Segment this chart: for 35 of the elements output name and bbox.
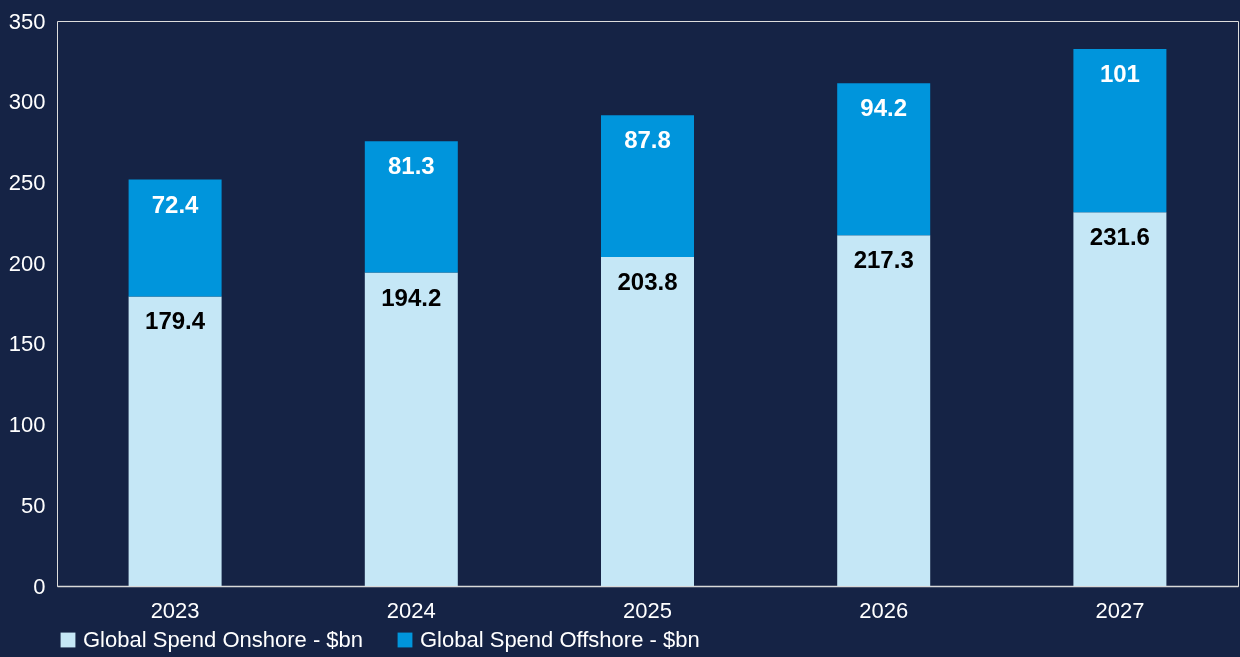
y-tick-label: 200 (8, 250, 46, 276)
bar (601, 257, 694, 586)
y-tick-label: 100 (8, 412, 46, 438)
x-tick-label: 2027 (1095, 597, 1145, 623)
data-label: 101 (1099, 60, 1140, 88)
x-tick-label: 2024 (386, 597, 436, 623)
data-label: 217.3 (853, 246, 914, 274)
y-tick-label: 0 (33, 573, 46, 599)
data-label: 231.6 (1089, 223, 1150, 251)
bar (1073, 49, 1167, 213)
bar (364, 272, 458, 586)
legend-label: Global Spend Onshore - $bn (83, 627, 364, 652)
y-tick-label: 350 (8, 8, 46, 34)
bar (128, 296, 222, 586)
x-tick-label: 2026 (859, 597, 909, 623)
y-tick-label: 250 (8, 169, 46, 195)
bar (364, 141, 458, 273)
bar (837, 235, 931, 586)
data-label: 194.2 (381, 283, 442, 311)
bar (837, 83, 931, 236)
data-label: 87.8 (624, 126, 671, 154)
y-tick-label: 150 (8, 331, 46, 357)
bar (128, 179, 222, 297)
x-tick-label: 2023 (150, 597, 200, 623)
data-label: 179.4 (145, 307, 206, 335)
x-tick-label: 2025 (623, 597, 672, 623)
y-tick-label: 300 (8, 89, 46, 115)
data-label: 72.4 (151, 190, 200, 218)
data-label: 203.8 (617, 268, 678, 296)
bar (601, 115, 694, 258)
y-tick-label: 50 (21, 492, 46, 518)
data-label: 94.2 (860, 94, 908, 122)
bar (1073, 212, 1167, 586)
data-label: 81.3 (387, 152, 435, 180)
legend-label: Global Spend Offshore - $bn (420, 627, 700, 652)
